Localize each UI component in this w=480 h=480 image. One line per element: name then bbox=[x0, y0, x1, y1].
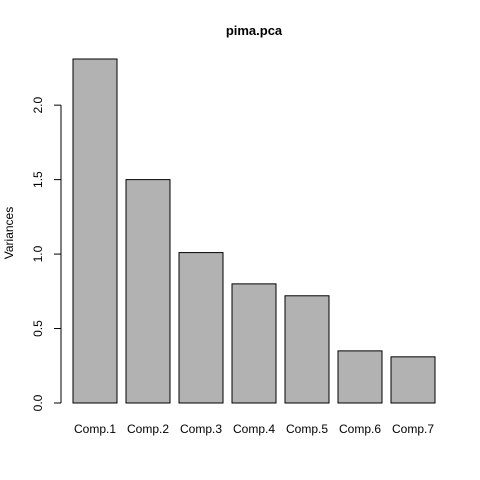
bar-comp-5 bbox=[284, 295, 330, 404]
y-tick-label: 2.0 bbox=[31, 97, 45, 114]
bar-comp-3 bbox=[178, 252, 224, 404]
bar-comp-6 bbox=[337, 350, 383, 404]
y-tick-label: 0.0 bbox=[31, 394, 45, 411]
x-tick-label: Comp.4 bbox=[233, 422, 275, 436]
y-axis-label: Variances bbox=[2, 207, 16, 259]
y-axis: 0.0 0.5 1.0 1.5 2.0 bbox=[31, 97, 62, 411]
bars-group bbox=[72, 58, 436, 404]
x-tick-label: Comp.7 bbox=[392, 422, 434, 436]
bar-comp-1 bbox=[72, 58, 118, 404]
x-tick-label: Comp.1 bbox=[74, 422, 116, 436]
y-tick-label: 1.0 bbox=[31, 245, 45, 262]
y-tick-label: 0.5 bbox=[31, 320, 45, 337]
x-tick-label: Comp.2 bbox=[127, 422, 169, 436]
x-tick-label: Comp.6 bbox=[339, 422, 381, 436]
x-tick-label: Comp.3 bbox=[180, 422, 222, 436]
bar-comp-4 bbox=[231, 283, 277, 404]
bar-comp-7 bbox=[390, 356, 436, 404]
y-tick-label: 1.5 bbox=[31, 171, 45, 188]
bar-comp-2 bbox=[125, 179, 171, 404]
x-axis-labels: Comp.1 Comp.2 Comp.3 Comp.4 Comp.5 Comp.6 Comp… bbox=[74, 422, 434, 436]
chart-title: pima.pca bbox=[226, 23, 283, 38]
x-tick-label: Comp.5 bbox=[286, 422, 328, 436]
